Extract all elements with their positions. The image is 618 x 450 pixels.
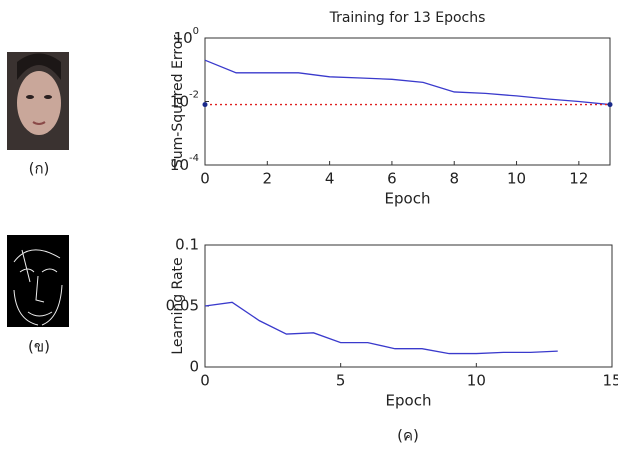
goal-marker [607, 102, 613, 108]
caption: (ก) [29, 160, 50, 178]
x-tick-label: 5 [336, 372, 346, 390]
y-tick-label: 0.1 [175, 236, 199, 254]
x-tick-label: 6 [387, 170, 397, 188]
x-tick-label: 0 [200, 372, 210, 390]
y-tick-label: 0 [189, 358, 199, 376]
x-tick-label: 10 [467, 372, 486, 390]
x-tick-label: 0 [200, 170, 210, 188]
chart-title: Training for 13 Epochs [329, 10, 486, 26]
x-axis-label: Epoch [385, 190, 431, 208]
edge-map [7, 235, 69, 327]
goal-marker [202, 102, 208, 108]
y-axis-label: Learning Rate [170, 257, 186, 354]
plot-frame [204, 37, 611, 166]
x-axis-label: Epoch [386, 392, 432, 410]
y-tick-label: 10-2 [170, 90, 199, 111]
x-tick-label: 10 [507, 170, 526, 188]
x-tick-label: 2 [263, 170, 273, 188]
y-tick-label: 100 [174, 26, 199, 47]
y-tick-label: 0.05 [166, 297, 199, 315]
x-tick-label: 12 [569, 170, 588, 188]
y-axis-label: Sum-Squared Error [170, 35, 186, 168]
y-tick-label: 10-4 [170, 153, 199, 174]
data-line [204, 59, 611, 106]
data-line [204, 301, 558, 355]
face-photo [7, 52, 69, 150]
x-tick-label: 4 [325, 170, 335, 188]
x-tick-label: 15 [602, 372, 618, 390]
caption: (ค) [397, 427, 419, 445]
x-tick-label: 8 [449, 170, 459, 188]
caption: (ข) [28, 338, 50, 356]
